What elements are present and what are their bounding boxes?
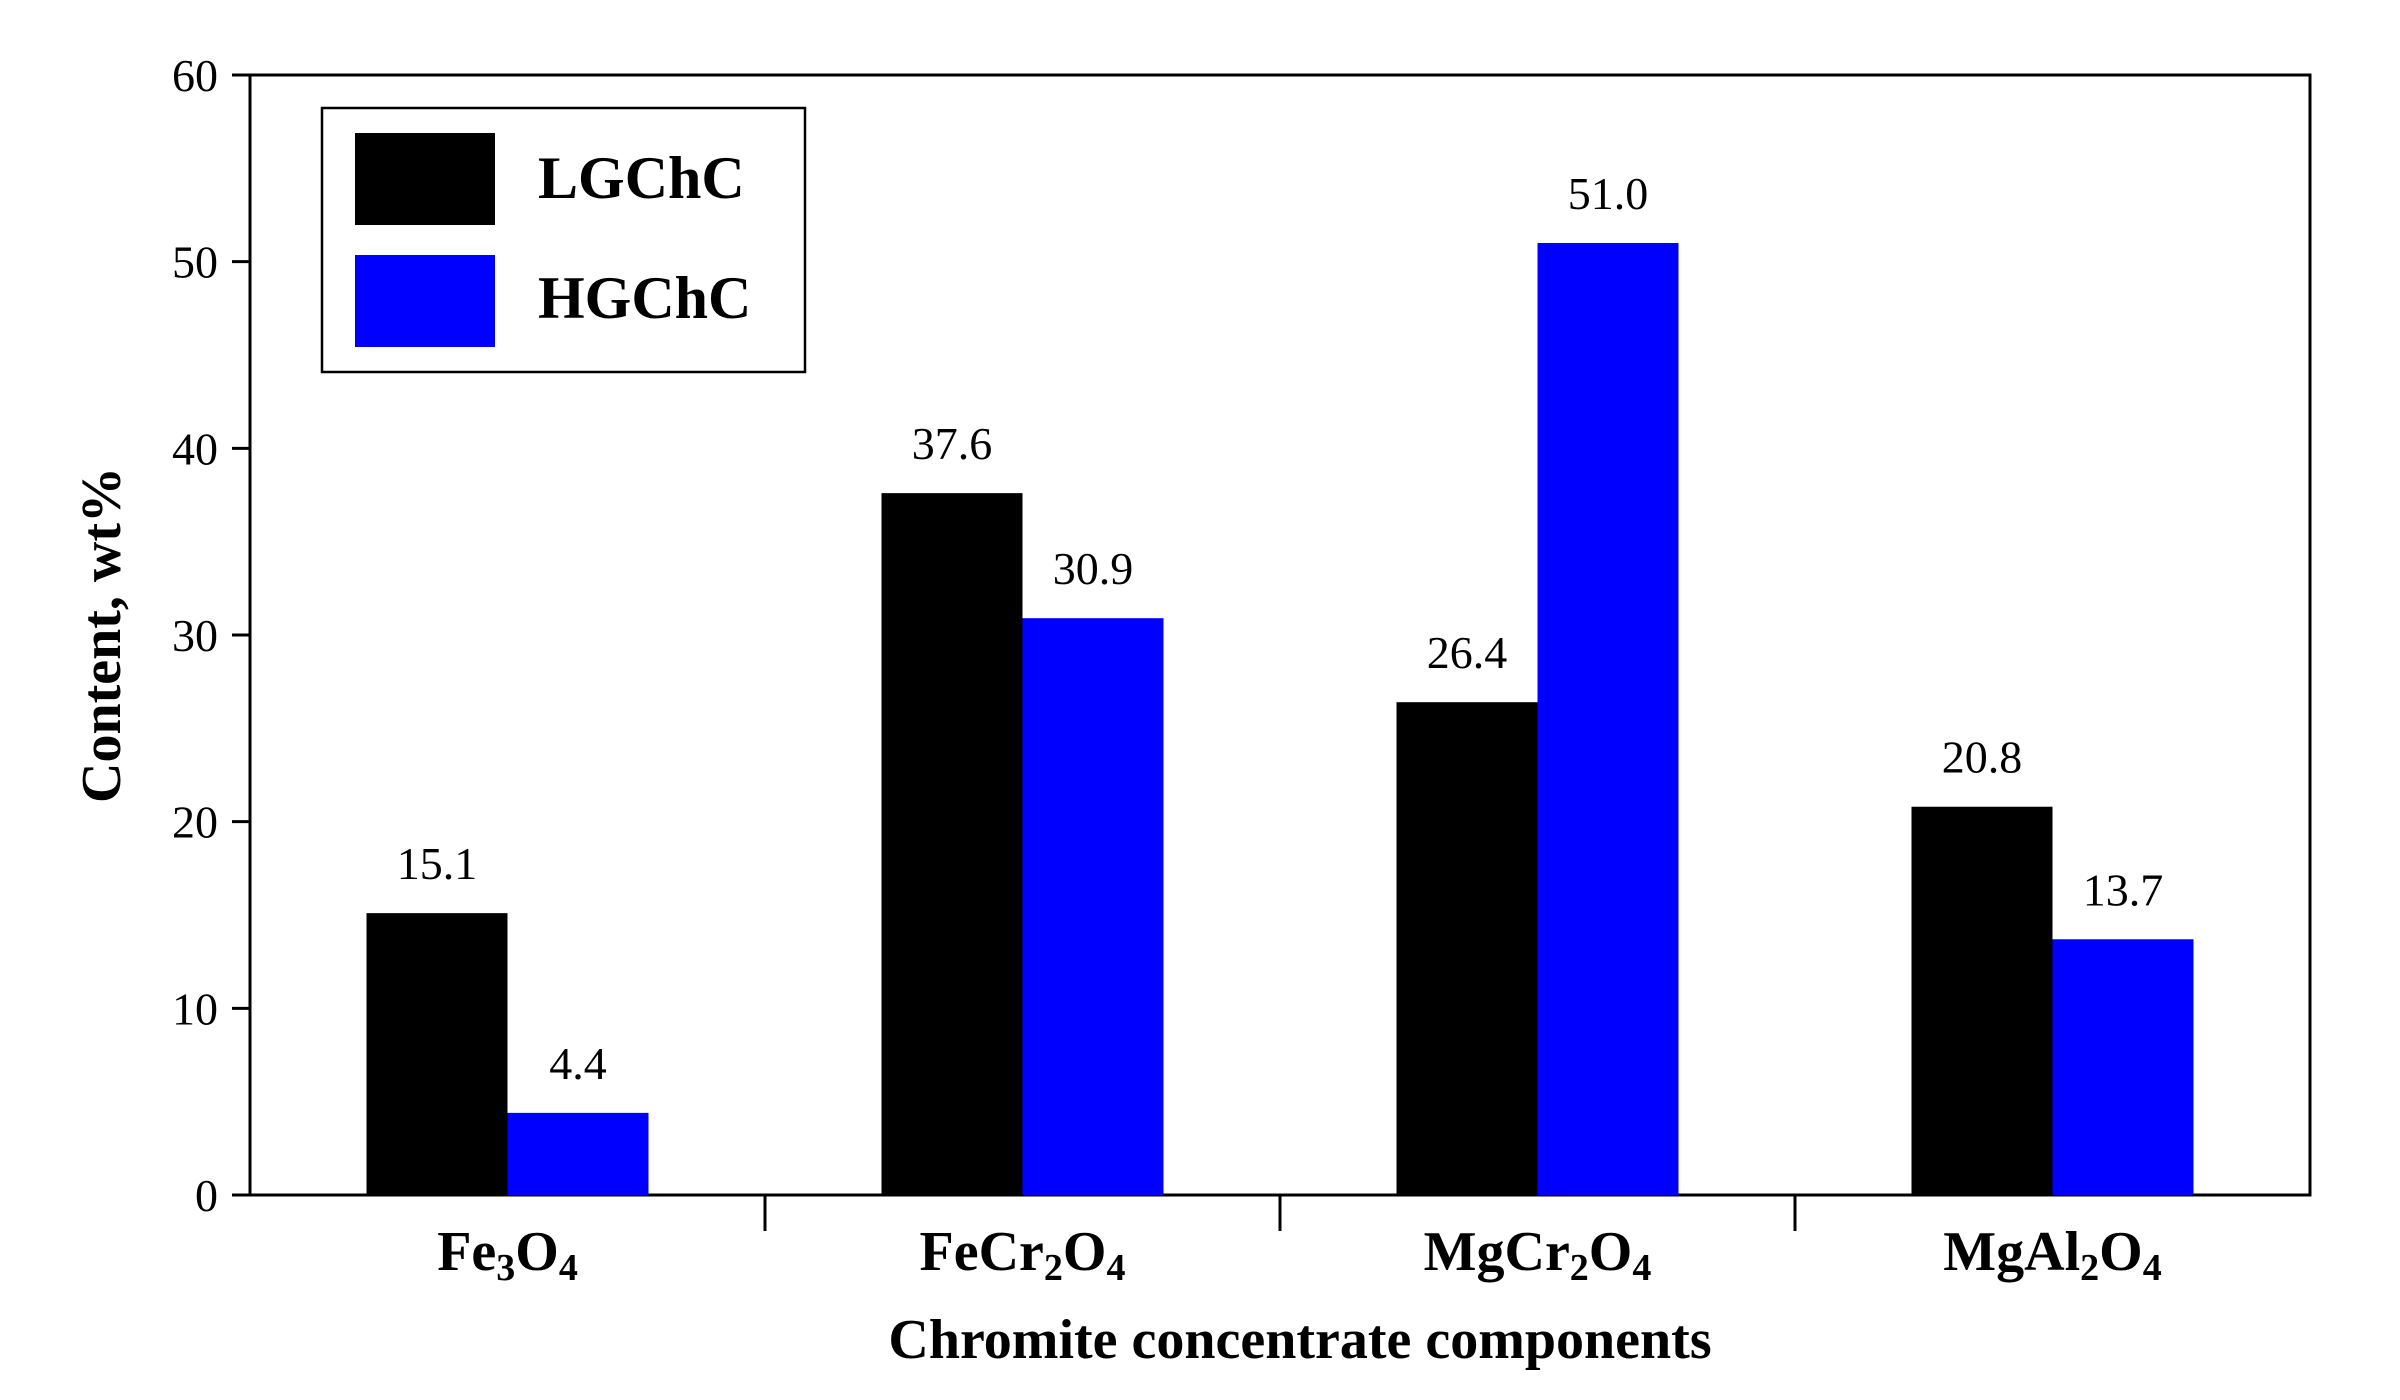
formula-part: MgCr: [1424, 1221, 1570, 1283]
bar-hgchc-0: [507, 1112, 649, 1195]
bar-lgchc-3: [1911, 806, 2053, 1195]
bars-group: [366, 243, 2194, 1196]
category-label-1: FeCr2O4: [920, 1221, 1126, 1289]
category-label-0: Fe3O4: [437, 1221, 578, 1289]
y-tick-label-10: 10: [172, 983, 218, 1034]
subscript: 2: [1044, 1247, 1063, 1289]
y-tick-label-30: 30: [172, 610, 218, 661]
formula-part: Fe: [437, 1221, 496, 1283]
data-label-hgchc-1: 30.9: [1053, 543, 1134, 594]
bar-lgchc-1: [881, 493, 1023, 1196]
data-label-lgchc-1: 37.6: [912, 418, 993, 469]
y-axis: 0 10 20 30 40 50 60: [172, 50, 250, 1221]
legend: LGChC HGChC: [320, 106, 807, 374]
bar-lgchc-2: [1396, 702, 1538, 1195]
data-label-hgchc-0: 4.4: [549, 1038, 607, 1089]
bar-lgchc-0: [366, 913, 508, 1195]
formula-part: O: [515, 1221, 559, 1283]
bar-hgchc-1: [1022, 618, 1164, 1195]
subscript: 3: [496, 1247, 515, 1289]
data-label-lgchc-3: 20.8: [1942, 732, 2023, 783]
category-labels-group: Fe3O4 FeCr2O4 MgCr2O4 MgAl2O4: [437, 1221, 2162, 1289]
legend-label-lgchc: LGChC: [538, 145, 745, 211]
x-axis-title: Chromite concentrate components: [888, 1309, 1711, 1371]
formula-part: O: [1589, 1221, 1633, 1283]
subscript: 4: [2143, 1247, 2162, 1289]
category-label-3: MgAl2O4: [1943, 1221, 2161, 1289]
category-label-2: MgCr2O4: [1424, 1221, 1652, 1289]
subscript: 4: [1106, 1247, 1125, 1289]
formula-part: MgAl: [1943, 1221, 2080, 1283]
data-label-lgchc-2: 26.4: [1427, 627, 1508, 678]
x-axis: [763, 1195, 1797, 1231]
subscript: 2: [1570, 1247, 1589, 1289]
bar-hgchc-3: [2052, 939, 2194, 1195]
y-tick-label-0: 0: [195, 1170, 218, 1221]
data-labels-group: 15.1 37.6 26.4 20.8 4.4 30.9 51.0 13.7: [397, 168, 2164, 1089]
legend-label-hgchc: HGChC: [538, 265, 751, 331]
legend-swatch-hgchc: [355, 255, 495, 347]
y-tick-label-60: 60: [172, 50, 218, 101]
data-label-lgchc-0: 15.1: [397, 838, 478, 889]
y-axis-title: Content, wt%: [71, 467, 133, 803]
y-tick-label-40: 40: [172, 423, 218, 474]
subscript: 4: [559, 1247, 578, 1289]
formula-part: O: [1063, 1221, 1107, 1283]
subscript: 2: [2080, 1247, 2099, 1289]
formula-part: O: [2099, 1221, 2143, 1283]
data-label-hgchc-2: 51.0: [1568, 168, 1649, 219]
y-tick-label-20: 20: [172, 797, 218, 848]
y-tick-label-50: 50: [172, 237, 218, 288]
data-label-hgchc-3: 13.7: [2083, 864, 2164, 915]
bar-hgchc-2: [1537, 243, 1679, 1195]
legend-swatch-lgchc: [355, 133, 495, 225]
formula-part: FeCr: [920, 1221, 1044, 1283]
subscript: 4: [1632, 1247, 1651, 1289]
